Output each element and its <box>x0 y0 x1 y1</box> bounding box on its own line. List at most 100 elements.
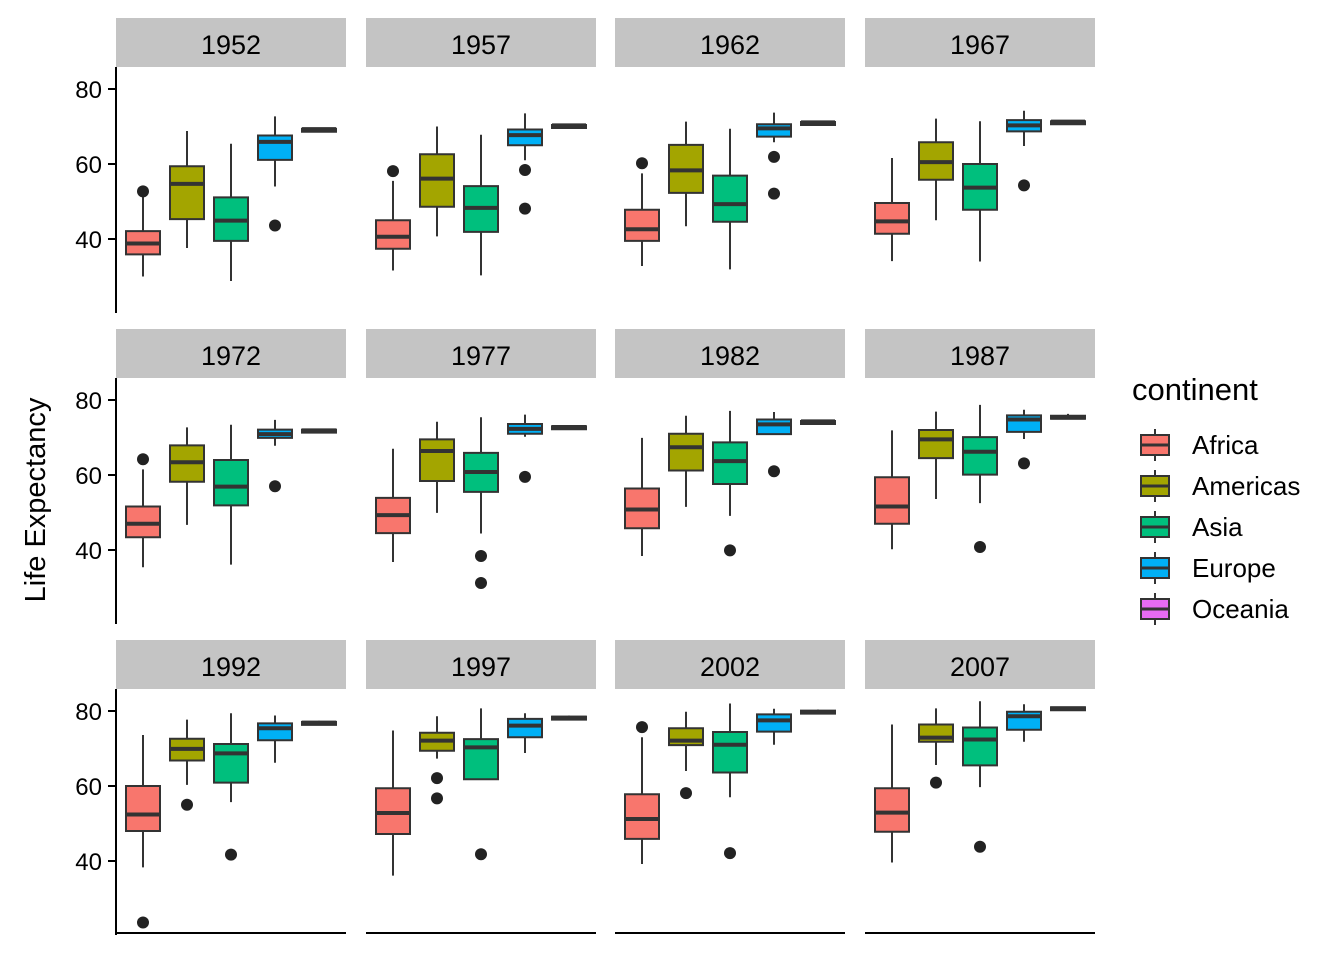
legend-item-africa: Africa <box>1140 429 1259 461</box>
box-asia <box>463 134 499 276</box>
legend-label: Asia <box>1192 512 1243 542</box>
outlier-point <box>1018 457 1030 470</box>
iqr-box <box>712 731 748 774</box>
box-europe <box>507 113 543 215</box>
outlier-point <box>724 847 736 860</box>
box-americas <box>668 711 704 800</box>
facet-strip <box>366 640 596 689</box>
facet-strip <box>116 18 346 67</box>
iqr-box <box>918 429 954 460</box>
facet-strip <box>116 329 346 378</box>
box-americas <box>419 716 455 805</box>
facet-strip <box>615 18 845 67</box>
box-europe <box>507 414 543 483</box>
facet-strip-label: 1977 <box>451 341 511 371</box>
box-asia <box>463 708 499 861</box>
facet-panel-2002: 2002 <box>615 640 845 934</box>
legend: continent Africa Americas Asia Europe Oceani… <box>1132 372 1300 625</box>
box-europe <box>257 419 293 493</box>
facet-strip-label: 1967 <box>950 30 1010 60</box>
iqr-box <box>169 165 205 221</box>
legend-items: Africa Americas Asia Europe Oceania <box>1140 429 1300 625</box>
facet-strip-label: 1997 <box>451 652 511 682</box>
box-asia <box>213 424 249 565</box>
outlier-point <box>269 219 281 232</box>
facet-strip <box>865 640 1095 689</box>
box-asia <box>463 417 499 589</box>
legend-label: Americas <box>1192 471 1300 501</box>
iqr-box <box>756 418 792 436</box>
facet-strip <box>865 329 1095 378</box>
outlier-point <box>974 840 986 853</box>
facet-strip <box>116 640 346 689</box>
box-africa <box>125 453 161 568</box>
outlier-point <box>974 541 986 553</box>
outlier-point <box>387 165 399 178</box>
box-africa <box>624 437 660 556</box>
y-tick-label: 60 <box>75 774 102 801</box>
facet-panel-2007: 2007 <box>865 640 1095 934</box>
outlier-point <box>137 453 149 466</box>
iqr-box <box>712 174 748 223</box>
box-asia <box>962 121 998 262</box>
facet-strip-label: 1987 <box>950 341 1010 371</box>
box-oceania <box>800 709 836 715</box>
box-asia <box>213 713 249 861</box>
outlier-point <box>680 787 692 800</box>
iqr-box <box>213 743 249 784</box>
facet-strip-label: 1962 <box>700 30 760 60</box>
y-axis-label: Life Expectancy <box>20 397 52 602</box>
facet-panel-1957: 1957 <box>366 18 596 276</box>
facet-strip <box>865 18 1095 67</box>
box-americas <box>918 708 954 789</box>
box-asia <box>213 143 249 281</box>
box-asia <box>712 410 748 557</box>
box-americas <box>169 719 205 811</box>
legend-item-americas: Americas <box>1140 470 1300 502</box>
outlier-point <box>225 848 237 861</box>
box-africa <box>624 157 660 266</box>
box-oceania <box>301 428 337 434</box>
legend-label: Europe <box>1192 553 1276 583</box>
box-oceania <box>301 720 337 726</box>
facet-strip-label: 1957 <box>451 30 511 60</box>
facet-panel-1967: 1967 <box>865 18 1095 262</box>
box-europe <box>756 412 792 478</box>
iqr-box <box>375 219 411 250</box>
facet-strip-label: 2007 <box>950 652 1010 682</box>
box-africa <box>125 185 161 277</box>
box-asia <box>962 701 998 853</box>
y-tick-label: 40 <box>75 849 102 876</box>
outlier-point <box>768 465 780 478</box>
facet-panel-1952: 1952 40 60 80 <box>75 18 346 313</box>
facet-strip <box>366 18 596 67</box>
box-oceania <box>551 123 587 129</box>
box-oceania <box>1050 706 1086 712</box>
box-africa <box>874 158 910 262</box>
facet-strip-label: 1982 <box>700 341 760 371</box>
box-europe <box>1006 704 1042 742</box>
box-europe <box>507 713 543 753</box>
outlier-point <box>519 470 531 483</box>
box-oceania <box>800 419 836 425</box>
iqr-box <box>125 785 161 832</box>
legend-item-oceania: Oceania <box>1140 593 1289 625</box>
box-asia <box>962 404 998 553</box>
outlier-point <box>636 721 648 734</box>
legend-item-europe: Europe <box>1140 552 1276 584</box>
facet-strip <box>615 329 845 378</box>
box-americas <box>668 121 704 227</box>
outlier-point <box>269 480 281 493</box>
iqr-box <box>756 713 792 733</box>
box-oceania <box>1050 413 1086 420</box>
y-tick-label: 60 <box>75 463 102 490</box>
box-americas <box>918 411 954 499</box>
box-africa <box>375 165 411 271</box>
facet-panel-1972: 1972 40 60 80 <box>75 329 346 624</box>
y-tick-label: 40 <box>75 538 102 565</box>
box-africa <box>874 430 910 550</box>
box-oceania <box>800 120 836 126</box>
box-oceania <box>1050 119 1086 126</box>
iqr-box <box>874 787 910 833</box>
facet-strip <box>615 640 845 689</box>
